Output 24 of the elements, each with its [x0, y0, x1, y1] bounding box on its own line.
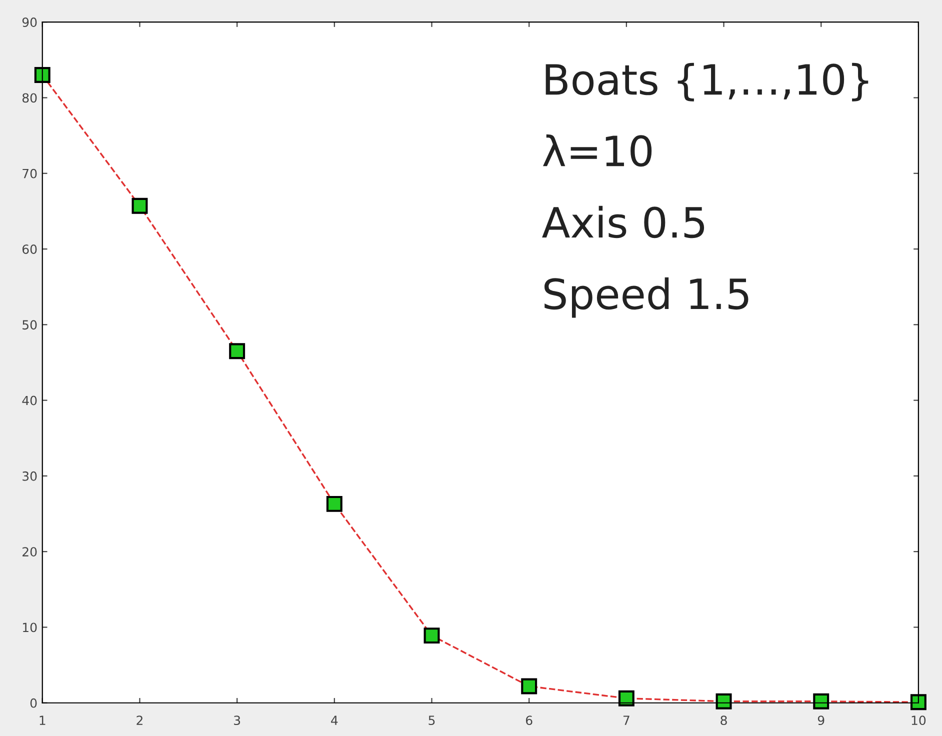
annotation: Speed 1.5 [544, 277, 748, 318]
y-tick-label: 30 [22, 471, 37, 481]
x-tick-label: 6 [526, 716, 532, 726]
annotation: λ=10 [542, 134, 652, 167]
y-tick-label: 50 [22, 320, 37, 330]
x-tick-label: 9 [818, 716, 824, 726]
x-tick-label: 10 [912, 716, 926, 726]
y-tick-label: 0 [30, 698, 37, 708]
x-tick-label: 8 [720, 716, 727, 726]
y-tick-label: 20 [22, 547, 37, 557]
y-tick-label: 80 [22, 93, 37, 103]
y-tick-label: 60 [22, 244, 37, 254]
x-tick-label: 4 [331, 716, 338, 725]
annotation: Boats {1,…,10} [546, 62, 868, 102]
x-tick-label: 5 [428, 716, 435, 726]
annotation: Axis 0.5 [542, 206, 704, 238]
x-tick-label: 7 [623, 716, 630, 725]
y-tick-label: 10 [22, 622, 37, 632]
y-tick-label: 40 [22, 396, 37, 406]
y-tick-label: 70 [22, 168, 37, 178]
x-tick-label: 1 [40, 716, 46, 725]
x-tick-label: 2 [136, 716, 142, 725]
y-tick-label: 90 [22, 18, 37, 28]
x-tick-label: 3 [234, 716, 240, 726]
